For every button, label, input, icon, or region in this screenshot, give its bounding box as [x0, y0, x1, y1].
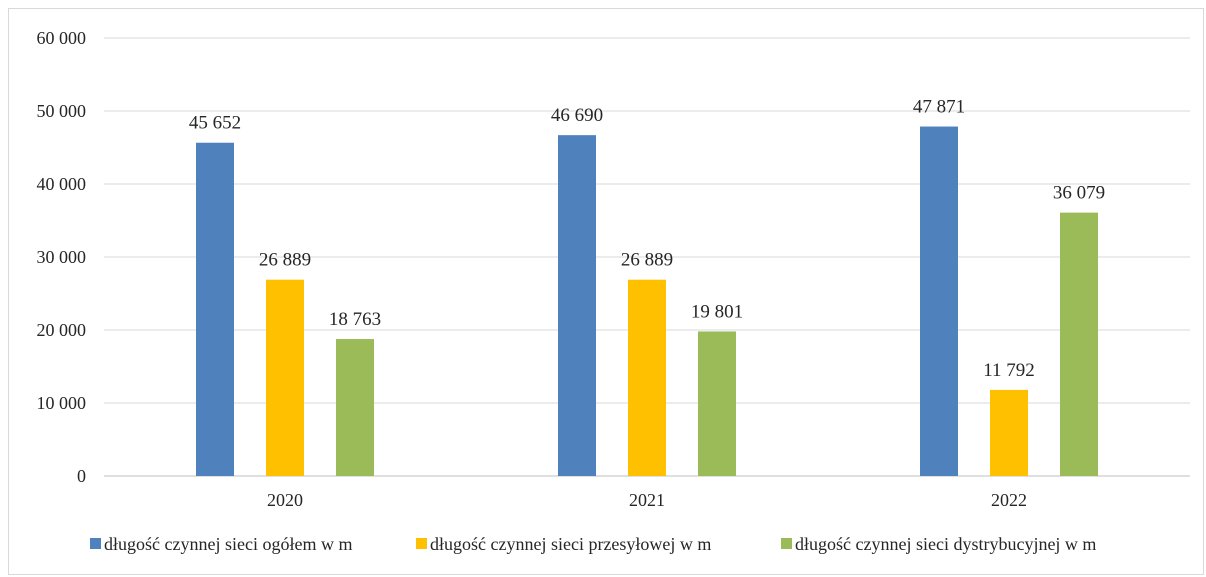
bar	[990, 389, 1028, 476]
y-tick-label: 0	[77, 466, 86, 486]
bar	[266, 279, 304, 476]
x-tick-label: 2022	[991, 490, 1027, 510]
x-axis-ticks: 2020 2021 2022	[267, 490, 1027, 510]
legend-swatch	[90, 538, 101, 549]
data-label: 26 889	[259, 250, 311, 271]
legend: długość czynnej sieci ogółem w m długość …	[90, 534, 1096, 554]
bar	[920, 126, 958, 477]
bar	[558, 135, 596, 476]
data-label: 26 889	[621, 250, 673, 271]
data-label: 36 079	[1053, 183, 1105, 204]
data-label: 11 792	[983, 360, 1035, 381]
data-label: 19 801	[691, 301, 743, 322]
legend-swatch	[781, 538, 792, 549]
x-tick-label: 2021	[629, 490, 665, 510]
legend-label: długość czynnej sieci przesyłowej w m	[430, 534, 711, 554]
y-tick-label: 50 000	[37, 101, 87, 121]
bar	[196, 142, 234, 476]
legend-swatch	[416, 538, 427, 549]
y-tick-label: 60 000	[37, 28, 87, 48]
data-label: 46 690	[551, 105, 603, 126]
x-tick-label: 2020	[267, 490, 303, 510]
y-axis-ticks: 0 10 000 20 000 30 000 40 000 50 000 60 000	[37, 28, 87, 486]
y-tick-label: 20 000	[37, 320, 87, 340]
y-tick-label: 40 000	[37, 174, 87, 194]
y-tick-label: 10 000	[37, 393, 87, 413]
data-label: 45 652	[189, 113, 241, 134]
bar	[698, 331, 736, 476]
data-label: 18 763	[329, 309, 381, 330]
bar	[336, 339, 374, 476]
bar	[628, 279, 666, 476]
bar	[1060, 212, 1098, 477]
data-label: 47 871	[913, 97, 965, 118]
legend-label: długość czynnej sieci dystrybucyjnej w m	[795, 534, 1096, 554]
legend-label: długość czynnej sieci ogółem w m	[104, 534, 352, 554]
bars: 45 652 26 889 18 763 46 690 26 889 19 801 47 8…	[189, 97, 1105, 477]
y-tick-label: 30 000	[37, 247, 87, 267]
